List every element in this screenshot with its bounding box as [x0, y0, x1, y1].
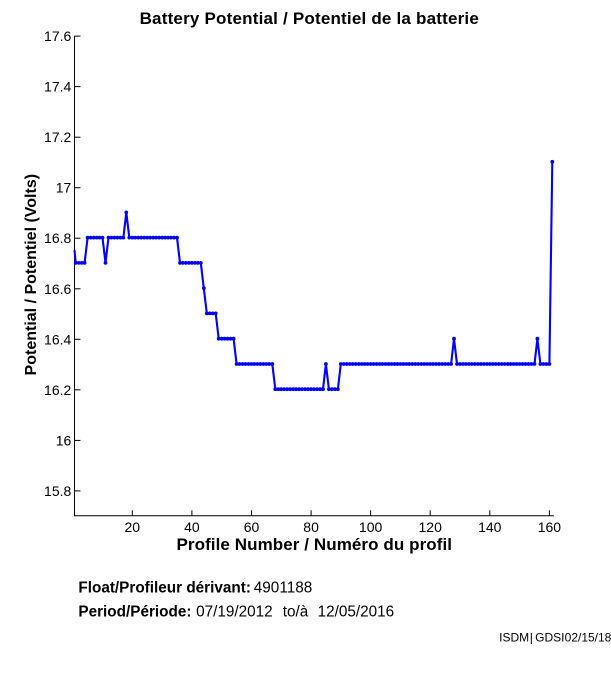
- svg-text:12/05/2016: 12/05/2016: [318, 604, 395, 621]
- svg-text:4901188: 4901188: [254, 580, 312, 597]
- svg-text:15.8: 15.8: [44, 483, 71, 499]
- svg-text:Float/Profileur dérivant:: Float/Profileur dérivant:: [78, 580, 251, 597]
- svg-text:GDSI: GDSI: [535, 630, 564, 644]
- svg-text:140: 140: [478, 519, 502, 535]
- svg-text:16.4: 16.4: [44, 331, 71, 347]
- svg-text:17.6: 17.6: [44, 28, 71, 44]
- svg-text:16.6: 16.6: [44, 281, 71, 297]
- svg-text:60: 60: [244, 519, 260, 535]
- svg-text:17.4: 17.4: [44, 79, 71, 95]
- svg-text:17.2: 17.2: [44, 129, 71, 145]
- svg-text:120: 120: [419, 519, 443, 535]
- svg-text:|: |: [530, 630, 533, 644]
- svg-text:Profile Number / Numéro du pro: Profile Number / Numéro du profil: [176, 535, 452, 554]
- svg-text:ISDM: ISDM: [499, 630, 529, 644]
- svg-text:17: 17: [56, 180, 72, 196]
- svg-text:40: 40: [184, 519, 200, 535]
- svg-text:07/19/2012: 07/19/2012: [196, 604, 273, 621]
- svg-text:to/à: to/à: [283, 604, 309, 621]
- svg-text:100: 100: [359, 519, 383, 535]
- svg-text:Period/Période:: Period/Période:: [78, 604, 191, 621]
- svg-text:16: 16: [56, 432, 72, 448]
- svg-text:80: 80: [303, 519, 319, 535]
- svg-text:16.2: 16.2: [44, 382, 71, 398]
- svg-text:16.8: 16.8: [44, 230, 71, 246]
- svg-text:Battery Potential / Potentiel: Battery Potential / Potentiel de la batt…: [140, 9, 479, 28]
- svg-text:20: 20: [125, 519, 141, 535]
- svg-text:Potential / Potentiel (Volts): Potential / Potentiel (Volts): [23, 174, 40, 376]
- svg-text:160: 160: [538, 519, 562, 535]
- svg-text:02/15/18: 02/15/18: [565, 630, 611, 644]
